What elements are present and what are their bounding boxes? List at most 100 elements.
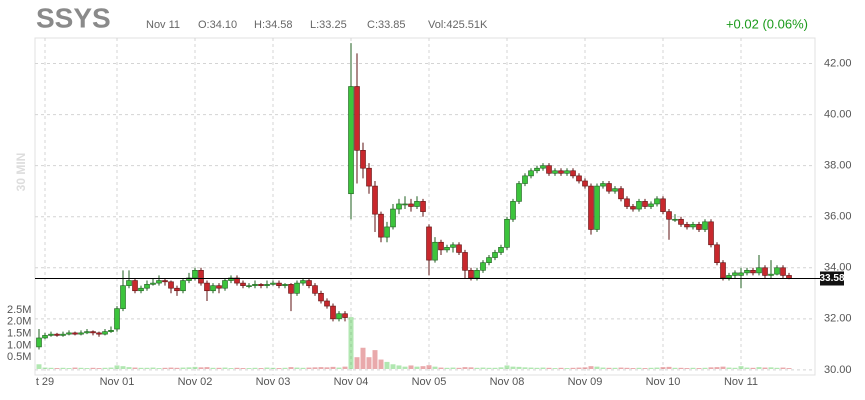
candle-body — [744, 270, 750, 274]
volume-bar — [732, 367, 738, 369]
volume-bar — [54, 368, 60, 369]
volume-bar — [42, 367, 48, 369]
volume-bar — [756, 367, 762, 369]
volume-bar — [426, 365, 432, 369]
candle-body — [552, 170, 558, 174]
candle-body — [732, 272, 738, 276]
header-info: L:33.25 — [310, 19, 347, 31]
volume-bar — [690, 367, 696, 369]
candle-body — [114, 308, 120, 330]
volume-bar — [384, 361, 390, 369]
volume-bar — [456, 367, 462, 369]
x-tick-label: Nov 02 — [178, 376, 213, 388]
volume-bar — [414, 366, 420, 369]
candle-body — [612, 188, 618, 192]
volume-bar — [474, 367, 480, 369]
candle-body — [750, 270, 756, 274]
candle-body — [72, 332, 78, 335]
candle-body — [756, 267, 762, 274]
x-tick-label: Nov 05 — [412, 376, 447, 388]
candle-body — [708, 221, 714, 246]
volume-bar — [684, 368, 690, 369]
volume-bar — [612, 367, 618, 369]
x-tick-label: Nov 09 — [568, 376, 603, 388]
candle-body — [762, 267, 768, 276]
volume-bar — [714, 367, 720, 369]
volume-bar — [552, 368, 558, 369]
candle-body — [534, 167, 540, 172]
header-info: H:34.58 — [254, 19, 293, 31]
volume-bar — [528, 367, 534, 369]
volume-tick-label: 1.5M — [7, 328, 31, 340]
x-tick-label: Nov 03 — [256, 376, 291, 388]
volume-bar — [522, 367, 528, 369]
candle-body — [168, 281, 174, 289]
x-tick-label: t 29 — [36, 376, 54, 388]
volume-tick-label: 2.0M — [7, 316, 31, 328]
volume-bar — [150, 367, 156, 369]
volume-bar — [432, 366, 438, 369]
candle-body — [342, 313, 348, 318]
candle-body — [426, 226, 432, 261]
volume-bar — [354, 357, 360, 369]
candle-body — [378, 213, 384, 238]
candle-body — [420, 201, 426, 212]
volume-bar — [570, 367, 576, 369]
candle-body — [210, 285, 216, 292]
last-price-tag — [820, 271, 844, 286]
candle-body — [132, 280, 138, 292]
volume-tick-label: 2.5M — [7, 304, 31, 316]
volume-bar — [498, 367, 504, 369]
candle-body — [252, 284, 258, 286]
candle-body — [192, 270, 198, 279]
volume-bar — [594, 366, 600, 369]
volume-tick-label: 0.5M — [7, 351, 31, 363]
volume-bar — [708, 367, 714, 369]
volume-bar — [360, 347, 366, 369]
volume-bar — [132, 367, 138, 369]
candle-body — [702, 221, 708, 230]
volume-bar — [216, 367, 222, 369]
interval-label: 30 MIN — [14, 153, 28, 192]
volume-bar — [762, 367, 768, 369]
volume-bar — [264, 367, 270, 369]
candle-body — [582, 180, 588, 187]
volume-bar — [336, 367, 342, 369]
candle-body — [216, 285, 222, 289]
volume-bar — [720, 366, 726, 369]
candle-body — [528, 170, 534, 177]
volume-bar — [654, 367, 660, 369]
x-tick-label: Nov 10 — [646, 376, 681, 388]
candle-body — [642, 201, 648, 207]
candle-body — [504, 218, 510, 248]
candle-body — [480, 262, 486, 271]
volume-bar — [120, 366, 126, 369]
candle-body — [600, 183, 606, 187]
volume-bar — [672, 367, 678, 369]
volume-bar — [768, 367, 774, 369]
candle-body — [660, 198, 666, 212]
volume-bar — [66, 368, 72, 369]
x-tick-label: Nov 04 — [334, 376, 369, 388]
candle-body — [474, 270, 480, 279]
candle-body — [276, 282, 282, 286]
candle-body — [102, 331, 108, 335]
volume-bar — [282, 367, 288, 369]
volume-bar — [696, 368, 702, 369]
candle-body — [324, 300, 330, 307]
candle-body — [246, 285, 252, 287]
volume-bar — [438, 367, 444, 369]
volume-bar — [258, 368, 264, 369]
volume-bar — [276, 368, 282, 369]
change-label: +0.02 (0.06%) — [726, 16, 808, 31]
candle-body — [120, 285, 126, 309]
y-tick-label: 34.00 — [824, 262, 852, 274]
volume-bar — [126, 367, 132, 369]
plot-frame — [34, 37, 816, 376]
volume-bar — [294, 367, 300, 369]
volume-bar — [744, 367, 750, 369]
volume-bar — [246, 368, 252, 369]
volume-bar — [330, 366, 336, 369]
volume-bar — [48, 367, 54, 369]
